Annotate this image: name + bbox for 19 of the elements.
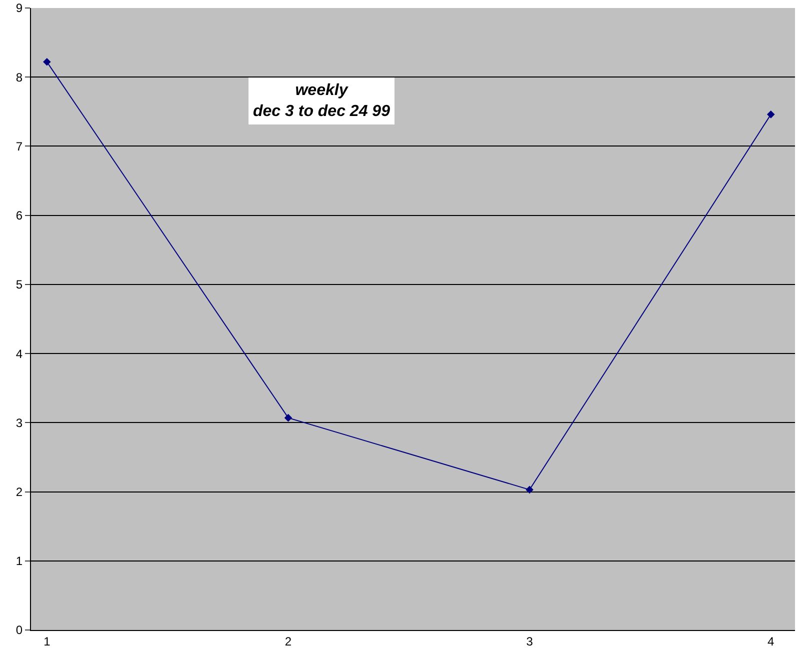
point — [766, 110, 775, 118]
y-tick-label: 8 — [16, 70, 23, 84]
x-tick-label: 2 — [284, 634, 292, 648]
y-tick-label: 5 — [16, 278, 23, 292]
point — [43, 58, 51, 66]
x-tick-label: 1 — [44, 634, 51, 648]
y-tick-label: 9 — [16, 1, 23, 16]
point — [526, 486, 534, 494]
x-tick-label: 3 — [526, 634, 534, 648]
y-tick-label: 4 — [16, 346, 23, 361]
x-tick-label: 4 — [768, 634, 775, 648]
y-tick-label: 7 — [16, 139, 23, 154]
y-tick-label: 3 — [16, 416, 23, 430]
y-tick-label: 2 — [16, 484, 23, 499]
point — [284, 414, 292, 422]
text: weekly dec 3 to dec 24 99 — [253, 82, 390, 120]
y-tick-label: 6 — [16, 208, 23, 223]
y-tick-label: 1 — [16, 554, 23, 568]
y-tick-label: 0 — [16, 623, 23, 638]
